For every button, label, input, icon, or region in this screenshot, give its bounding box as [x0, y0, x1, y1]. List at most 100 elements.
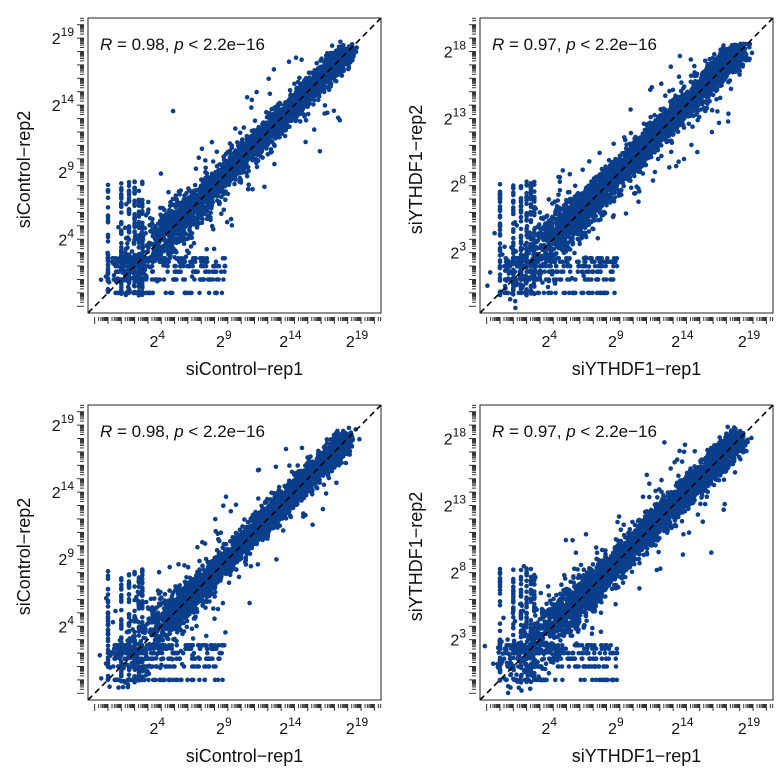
data-point: [206, 192, 212, 198]
data-point: [728, 86, 734, 92]
data-point: [126, 263, 132, 269]
data-point: [193, 192, 198, 198]
data-point: [331, 108, 337, 114]
data-point: [182, 221, 187, 226]
data-point: [168, 220, 174, 226]
data-point: [119, 231, 124, 237]
data-point: [205, 277, 211, 282]
data-point: [162, 228, 168, 234]
data-point: [192, 277, 197, 282]
data-points: [485, 41, 755, 311]
data-point: [105, 182, 111, 188]
data-point: [176, 189, 182, 194]
data-point: [171, 249, 176, 254]
data-point: [98, 277, 104, 283]
data-point: [105, 232, 111, 238]
data-point: [250, 129, 256, 134]
data-point: [229, 145, 235, 151]
data-point: [146, 207, 151, 212]
data-point: [224, 219, 230, 225]
data-point: [192, 269, 197, 275]
data-point: [250, 136, 256, 142]
data-point: [132, 230, 137, 235]
data-point: [240, 137, 245, 142]
data-point: [318, 58, 323, 63]
data-point: [312, 75, 318, 80]
data-point: [126, 278, 132, 284]
data-point: [213, 186, 218, 191]
data-point: [320, 70, 326, 75]
data-point: [245, 164, 251, 170]
y-tick-label: 214: [52, 92, 75, 115]
data-point: [297, 119, 303, 124]
data-point: [275, 102, 281, 107]
data-point: [221, 154, 226, 159]
data-point: [249, 105, 254, 110]
data-point: [337, 71, 342, 77]
data-point: [170, 108, 176, 114]
data-point: [211, 246, 217, 252]
data-point: [237, 130, 243, 136]
data-point: [219, 194, 224, 200]
data-point: [146, 199, 151, 205]
x-tick-label: 29: [216, 328, 232, 351]
data-point: [246, 186, 251, 192]
data-point: [246, 182, 251, 187]
data-point: [156, 227, 161, 233]
data-point: [132, 276, 137, 281]
data-point: [236, 147, 242, 152]
data-points: [98, 39, 360, 298]
data-point: [132, 237, 137, 243]
data-point: [219, 211, 224, 216]
data-point: [187, 233, 192, 239]
data-point: [187, 263, 192, 269]
data-point: [193, 255, 198, 261]
data-point: [272, 128, 277, 134]
data-point: [158, 171, 164, 176]
data-point: [105, 213, 111, 218]
data-point: [150, 290, 155, 296]
data-point: [209, 171, 215, 177]
data-point: [181, 241, 187, 247]
data-point: [178, 269, 183, 275]
data-point: [204, 255, 209, 261]
data-point: [204, 208, 210, 214]
data-point: [156, 255, 162, 261]
x-tick-label: 219: [346, 328, 369, 351]
data-point: [512, 298, 518, 304]
data-point: [221, 277, 226, 282]
data-point: [123, 250, 128, 256]
data-point: [299, 57, 304, 62]
data-point: [241, 164, 247, 170]
data-point: [126, 183, 132, 188]
data-point: [126, 230, 132, 235]
data-point: [217, 162, 223, 167]
data-point: [105, 205, 111, 210]
data-point: [216, 169, 221, 174]
data-point: [105, 239, 111, 244]
data-point: [132, 186, 137, 191]
data-point: [313, 93, 318, 99]
data-point: [110, 255, 116, 261]
data-point: [318, 79, 323, 84]
x-axis-label: siControl−rep1: [186, 359, 304, 379]
data-point: [297, 75, 302, 81]
data-point: [192, 222, 197, 227]
data-point: [165, 269, 170, 275]
data-point: [269, 149, 274, 155]
data-point: [126, 274, 132, 280]
data-point: [192, 182, 198, 188]
data-point: [140, 181, 145, 187]
data-point: [241, 125, 247, 130]
data-point: [140, 269, 145, 274]
data-point: [254, 89, 259, 95]
data-point: [187, 202, 192, 207]
data-point: [277, 124, 283, 129]
data-point: [325, 110, 330, 116]
data-point: [272, 118, 278, 124]
data-point: [132, 203, 137, 209]
data-point: [193, 166, 199, 171]
data-point: [140, 262, 145, 267]
data-point: [214, 277, 219, 282]
y-tick-label: 24: [58, 226, 74, 249]
